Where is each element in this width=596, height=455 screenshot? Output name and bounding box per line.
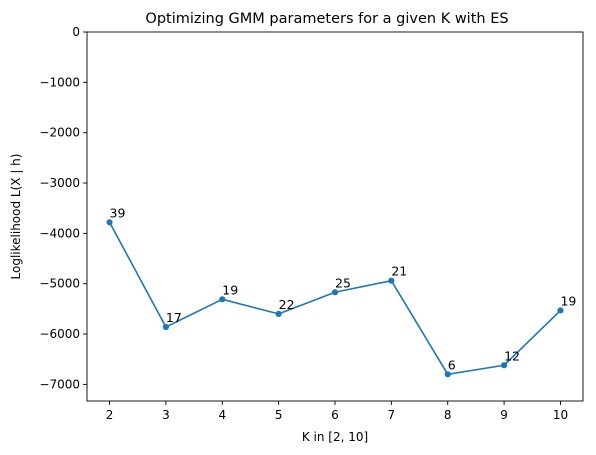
data-point [557, 307, 564, 314]
data-label: 17 [166, 310, 182, 325]
chart-title: Optimizing GMM parameters for a given K … [145, 11, 508, 27]
data-label: 25 [335, 275, 351, 290]
data-point [388, 277, 395, 284]
x-tick-label: 7 [388, 408, 396, 422]
y-tick-label: −1000 [39, 75, 80, 89]
x-tick-label: 4 [218, 408, 226, 422]
axes-frame [86, 31, 584, 402]
data-label: 12 [504, 348, 520, 363]
x-tick-label: 3 [162, 408, 170, 422]
y-tick-label: −3000 [39, 176, 80, 190]
data-point [275, 310, 282, 318]
x-axis-label: K in [2, 10] [302, 430, 368, 444]
y-tick-label: −4000 [39, 226, 80, 240]
y-tick-label: −6000 [39, 327, 80, 341]
data-point [500, 362, 508, 369]
data-label: 19 [222, 282, 238, 297]
y-tick-label: −5000 [39, 277, 80, 291]
data-point [219, 296, 226, 303]
x-tick-label: 2 [106, 408, 114, 422]
data-label: 19 [560, 293, 576, 308]
series-line [108, 221, 562, 376]
data-point [331, 289, 339, 296]
data-point [162, 323, 170, 331]
y-tick-label: −2000 [39, 126, 80, 140]
y-axis-label: Loglikelihood L(X | h) [9, 154, 23, 280]
data-label: 6 [448, 357, 456, 372]
x-tick-label: 8 [444, 408, 452, 422]
y-tick-label: 0 [72, 25, 80, 39]
data-label: 21 [391, 264, 407, 279]
x-tick-label: 9 [500, 408, 508, 422]
y-tick-label: −7000 [39, 377, 80, 391]
x-tick-label: 6 [331, 408, 339, 422]
data-label: 39 [110, 205, 126, 220]
data-point [444, 371, 451, 378]
data-label: 22 [279, 297, 295, 312]
plot-area: 2 3 4 5 6 7 8 9 10 0 −1000 −2000 −3000 −4000 −5000 −600… [39, 25, 576, 422]
x-tick-label: 10 [553, 408, 568, 422]
data-point [106, 219, 113, 226]
x-tick-label: 5 [275, 408, 283, 422]
